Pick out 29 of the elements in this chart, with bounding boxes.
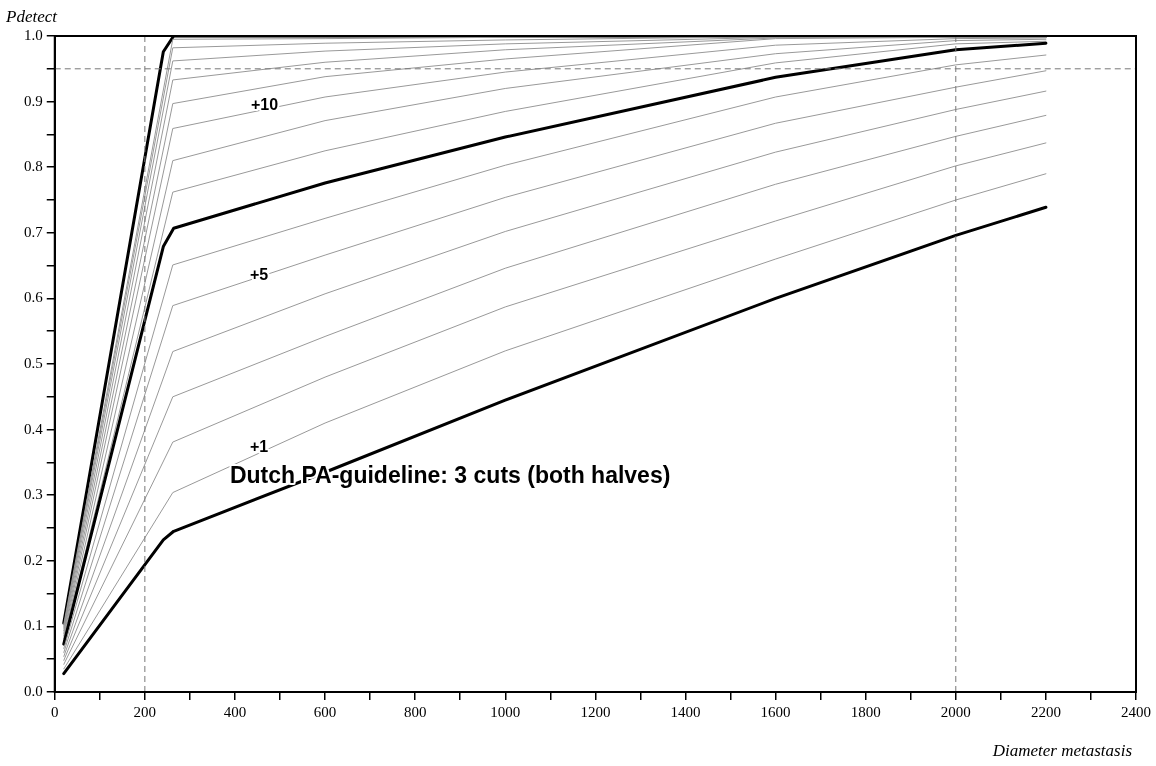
y-tick-label: 0.9	[24, 92, 43, 109]
x-tick-label: 1200	[580, 703, 611, 720]
annotation: +1	[249, 437, 269, 455]
y-tick-label: 0.4	[24, 420, 44, 437]
x-tick-label: 1800	[850, 703, 881, 720]
y-tick-label: 0.1	[24, 617, 43, 634]
x-tick-label: 0	[51, 703, 59, 720]
x-tick-label: 2200	[1030, 703, 1061, 720]
y-tick-label: 0.6	[24, 289, 44, 306]
y-tick-label: 0.0	[24, 682, 43, 699]
x-axis-title: Diameter metastasis	[991, 741, 1133, 760]
annotation: +5	[249, 265, 269, 283]
x-tick-label: 1400	[670, 703, 701, 720]
y-tick-label: 0.8	[24, 158, 43, 175]
y-tick-label: 0.5	[24, 354, 43, 371]
y-tick-label: 0.7	[24, 223, 44, 240]
x-tick-label: 1000	[490, 703, 521, 720]
x-tick-label: 600	[313, 703, 337, 720]
y-tick-label: 0.3	[24, 486, 43, 503]
x-tick-label: 2000	[940, 703, 971, 720]
y-tick-label: 0.2	[24, 551, 43, 568]
x-tick-label: 800	[403, 703, 427, 720]
annotation: +10	[250, 95, 279, 113]
y-axis-title: Pdetect	[5, 7, 59, 26]
x-tick-label: 200	[133, 703, 157, 720]
x-tick-label: 1600	[760, 703, 791, 720]
x-tick-label: 400	[223, 703, 247, 720]
y-tick-label: 1.0	[24, 26, 43, 43]
x-tick-label: 2400	[1121, 703, 1151, 720]
